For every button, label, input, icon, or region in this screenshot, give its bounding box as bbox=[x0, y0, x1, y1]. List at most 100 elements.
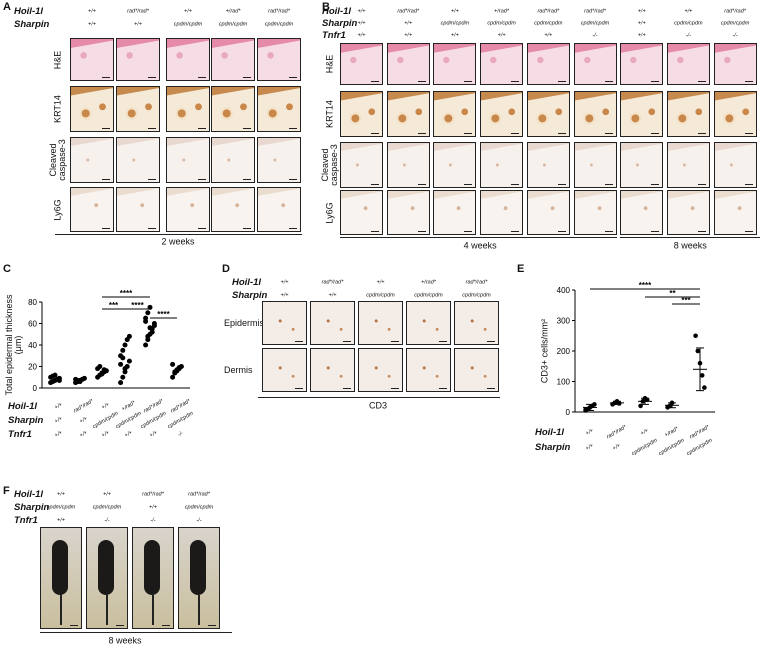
row-label: Dermis bbox=[224, 365, 253, 375]
genotype: +/+ bbox=[544, 32, 553, 39]
genotype: +/+ bbox=[88, 21, 96, 28]
micrograph bbox=[666, 190, 710, 235]
scale-bar bbox=[116, 625, 124, 626]
scale-bar bbox=[162, 625, 170, 626]
scale-bar bbox=[511, 133, 520, 134]
scale-bar bbox=[391, 388, 399, 389]
scale-bar bbox=[511, 184, 520, 185]
scale-bar bbox=[289, 179, 297, 180]
scale-bar bbox=[604, 133, 613, 134]
gene-label: Sharpin bbox=[535, 442, 571, 453]
micrograph bbox=[573, 190, 617, 235]
mouse-tail bbox=[198, 595, 200, 625]
scale-bar bbox=[289, 128, 297, 129]
genotype: -/- bbox=[685, 32, 691, 39]
genotype: cpdm/cpdm bbox=[440, 20, 470, 27]
micrograph bbox=[480, 190, 524, 235]
micrograph bbox=[257, 187, 301, 232]
micrograph bbox=[480, 142, 524, 188]
scale-bar bbox=[511, 231, 520, 232]
micrograph bbox=[70, 38, 114, 81]
micrograph bbox=[211, 187, 255, 232]
genotype: +/+ bbox=[404, 20, 413, 27]
micrograph bbox=[620, 190, 664, 235]
micrograph bbox=[340, 91, 383, 137]
scale-bar bbox=[295, 341, 303, 342]
scale-bar bbox=[417, 231, 426, 232]
genotype: +/+ bbox=[497, 32, 506, 39]
genotype: -/- bbox=[104, 517, 110, 524]
gene-label: Sharpin bbox=[8, 415, 44, 426]
micrograph bbox=[454, 301, 499, 345]
data-point bbox=[101, 367, 107, 373]
panel-letter: B bbox=[322, 1, 330, 13]
gene-label: Sharpin bbox=[232, 290, 268, 301]
scale-bar bbox=[417, 81, 426, 82]
y-tick-label: 40 bbox=[28, 341, 37, 350]
micrograph bbox=[70, 86, 114, 132]
data-point bbox=[702, 385, 707, 390]
genotype: +/+ bbox=[88, 8, 96, 15]
gene-label: Hoil-1l bbox=[322, 6, 352, 17]
genotype: -/- bbox=[732, 32, 738, 39]
gene-label: Sharpin bbox=[322, 18, 358, 29]
scale-bar bbox=[102, 228, 110, 229]
underline bbox=[258, 397, 500, 398]
micrograph bbox=[620, 43, 664, 85]
scale-bar bbox=[371, 184, 379, 185]
data-point bbox=[176, 365, 182, 371]
micrograph bbox=[406, 301, 451, 345]
significance-label: ** bbox=[669, 289, 676, 298]
micrograph bbox=[573, 142, 617, 188]
scale-bar bbox=[102, 77, 110, 78]
scale-bar bbox=[343, 388, 351, 389]
data-point bbox=[170, 374, 176, 380]
genotype: +/+ bbox=[637, 8, 646, 15]
scale-bar bbox=[198, 228, 206, 229]
y-tick-label: 20 bbox=[28, 363, 37, 372]
genotype: cpdm/cpdm bbox=[487, 20, 516, 27]
scale-bar bbox=[371, 231, 379, 232]
genotype: +/+ bbox=[149, 504, 157, 511]
genotype: rad*/rad* bbox=[537, 8, 560, 15]
genotype: cpdm/cpdm bbox=[46, 504, 76, 511]
micrograph bbox=[166, 137, 210, 183]
micrograph bbox=[433, 91, 477, 137]
underline bbox=[40, 632, 232, 633]
scale-bar bbox=[697, 133, 706, 134]
micrograph bbox=[573, 43, 617, 85]
scale-bar bbox=[148, 228, 156, 229]
micrograph bbox=[262, 301, 307, 345]
genotype: cpdm/cpdm bbox=[462, 292, 491, 299]
genotype: +/+ bbox=[357, 20, 366, 27]
data-point bbox=[126, 358, 132, 364]
micrograph bbox=[116, 38, 160, 81]
scale-bar bbox=[102, 179, 110, 180]
micrograph bbox=[526, 91, 570, 137]
genotype: cpdm/cpdm bbox=[674, 20, 703, 27]
stain: CD3 bbox=[368, 400, 388, 411]
data-point bbox=[616, 401, 622, 406]
y-tick-label: 0 bbox=[33, 384, 38, 393]
gene-label: Hoil-1l bbox=[232, 277, 262, 288]
micrograph bbox=[433, 190, 477, 235]
data-point bbox=[143, 318, 149, 324]
panel-letter: A bbox=[3, 1, 11, 13]
genotype: rad*/rad* bbox=[127, 8, 149, 15]
genotype: cpdm/cpdm bbox=[366, 292, 395, 299]
micrograph bbox=[526, 190, 570, 235]
genotype: cpdm/cpdm bbox=[218, 21, 248, 28]
micrograph bbox=[386, 190, 430, 235]
micrograph bbox=[713, 190, 757, 235]
data-point bbox=[81, 375, 87, 381]
significance-label: **** bbox=[157, 310, 170, 319]
row-label: Ly6G bbox=[52, 198, 63, 221]
scale-bar bbox=[391, 341, 399, 342]
data-point bbox=[77, 379, 83, 385]
mouse-tail bbox=[60, 595, 62, 625]
micrograph bbox=[480, 43, 524, 85]
y-tick-label: 100 bbox=[557, 378, 571, 387]
panel-letter: E bbox=[517, 263, 525, 275]
scale-bar bbox=[604, 81, 613, 82]
scale-bar bbox=[343, 341, 351, 342]
